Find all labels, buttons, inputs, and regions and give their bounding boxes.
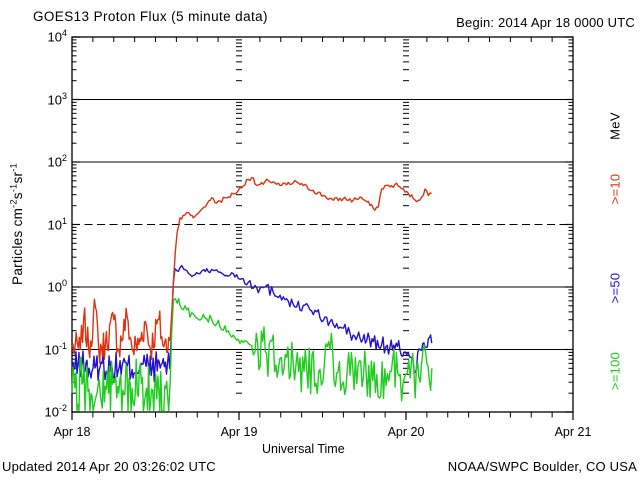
y-tick-label: 10-2 [44,403,67,420]
x-tick-label: Apr 18 [53,425,91,439]
flux-curve-10 [71,177,432,364]
y-tick-label: 102 [47,153,67,170]
x-axis-title: Universal Time [262,442,345,456]
chart-title: GOES13 Proton Flux (5 minute data) [33,9,268,24]
unit-label: MeV [607,112,623,140]
x-tick-label: Apr 20 [387,425,425,439]
begin-timestamp: Begin: 2014 Apr 18 0000 UTC [456,15,635,30]
series-label: >=50 [607,272,623,304]
y-tick-label: 100 [47,278,67,295]
series-label: >=100 [607,351,623,391]
flux-curve-100 [71,297,433,412]
x-tick-label: Apr 21 [554,425,592,439]
x-tick-label: Apr 19 [220,425,258,439]
updated-timestamp: Updated 2014 Apr 20 03:26:02 UTC [2,459,216,474]
plot-frame [71,36,574,413]
series-label: >=10 [607,173,623,205]
y-tick-label: 10-1 [44,340,67,357]
y-tick-label: 101 [47,215,67,232]
y-tick-label: 104 [47,28,67,45]
data-source: NOAA/SWPC Boulder, CO USA [447,459,637,474]
flux-curve-50 [71,264,433,383]
y-tick-label: 103 [47,90,67,107]
